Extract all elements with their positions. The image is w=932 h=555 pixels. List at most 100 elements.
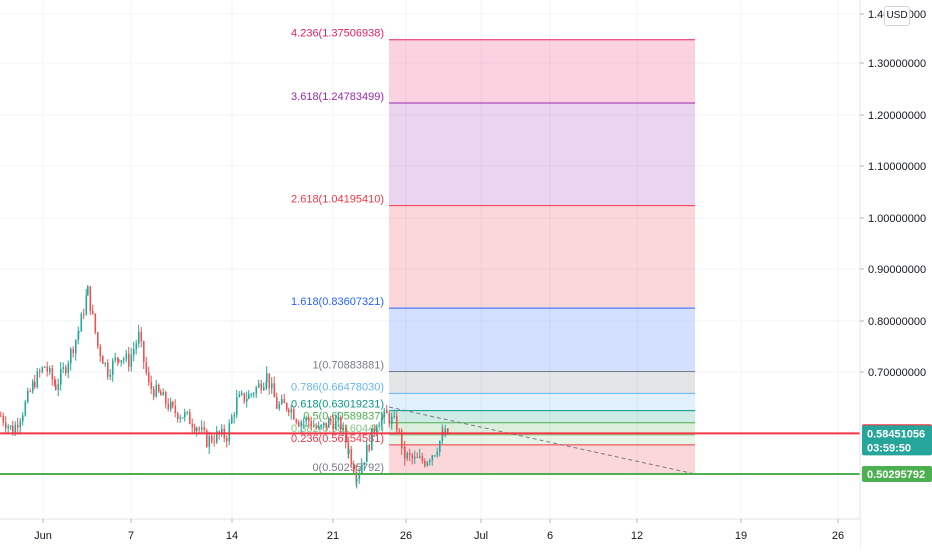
- candle-body: [148, 372, 150, 383]
- candle-body: [308, 418, 310, 422]
- x-tick-label: 21: [327, 530, 339, 542]
- candle-body: [431, 455, 434, 461]
- x-tick-label: 14: [226, 530, 238, 542]
- candle-body: [208, 436, 211, 447]
- candle-body: [80, 314, 83, 332]
- candle-body: [203, 427, 206, 431]
- candle-body: [14, 424, 17, 435]
- candle-body: [378, 425, 381, 427]
- candle-body: [216, 431, 218, 442]
- candle-body: [125, 353, 128, 360]
- trend-line: [388, 406, 696, 475]
- candle-body: [350, 449, 353, 465]
- fib-zone: [389, 205, 695, 309]
- candle-body: [112, 360, 114, 375]
- candle-body: [67, 363, 70, 374]
- candle-body: [118, 359, 120, 363]
- currency-badge[interactable]: USD: [884, 6, 910, 26]
- candle-body: [34, 381, 36, 388]
- candle-body: [221, 428, 223, 435]
- candle-body: [424, 460, 426, 466]
- candle-body: [39, 371, 41, 373]
- fib-level-label: 0.786(0.66478030): [291, 381, 384, 393]
- price-axis[interactable]: [860, 0, 932, 550]
- candle-body: [138, 331, 140, 344]
- candle-body: [278, 403, 281, 409]
- candle-body: [60, 368, 62, 385]
- candle-body: [75, 339, 77, 354]
- candle-body: [160, 391, 162, 396]
- candle-body: [104, 362, 107, 364]
- candle-body: [419, 456, 421, 458]
- candle-body: [236, 396, 238, 415]
- fib-zone: [389, 410, 695, 423]
- candle-body: [57, 384, 60, 390]
- candle-body: [386, 410, 388, 414]
- candle-body: [345, 427, 347, 443]
- candle-body: [130, 354, 133, 367]
- candle-body: [94, 313, 97, 333]
- candle-body: [62, 367, 65, 369]
- candle-body: [120, 360, 123, 363]
- fib-level-label: 3.618(1.24783499): [291, 91, 384, 103]
- fib-level-label: 1.618(0.83607321): [291, 296, 384, 308]
- candle-body: [318, 426, 320, 429]
- candle-body: [54, 379, 56, 385]
- candle-body: [383, 410, 386, 418]
- candle-body: [404, 446, 406, 459]
- candle-body: [444, 428, 447, 436]
- candle-body: [10, 425, 12, 427]
- time-axis[interactable]: [0, 519, 860, 550]
- candle-body: [241, 392, 243, 395]
- candle-body: [337, 417, 340, 421]
- candle-body: [172, 402, 174, 406]
- price-tag-label: 0.58451056: [867, 428, 925, 440]
- candle-body: [263, 387, 265, 391]
- candle-body: [7, 426, 10, 429]
- candle-body: [276, 397, 278, 409]
- candle-body: [2, 415, 5, 423]
- candle-body: [246, 398, 248, 402]
- candle-body: [70, 348, 72, 364]
- candle-body: [174, 405, 177, 414]
- candle-body: [162, 392, 165, 396]
- candle-body: [140, 331, 143, 342]
- candle-body: [238, 394, 241, 397]
- candle-body: [388, 413, 391, 424]
- candle-body: [24, 401, 27, 416]
- candle-body: [41, 367, 44, 372]
- candle-body: [145, 361, 148, 373]
- candle-body: [49, 368, 51, 372]
- candle-body: [376, 426, 378, 433]
- fib-zone: [389, 308, 695, 372]
- candle-body: [391, 416, 393, 424]
- fib-zone: [389, 434, 695, 445]
- candle-body: [22, 415, 24, 422]
- price-tag[interactable]: [862, 425, 932, 456]
- candle-body: [401, 430, 403, 449]
- candle-body: [283, 399, 286, 404]
- candle-body: [310, 421, 313, 427]
- y-tick-label: 0.90000000: [868, 264, 926, 276]
- candle-body: [51, 368, 54, 380]
- candle-body: [426, 461, 429, 466]
- candle-body: [196, 427, 198, 432]
- fib-level-label: 0(0.50295792): [312, 462, 384, 474]
- candle-body: [170, 402, 172, 410]
- candle-body: [260, 383, 263, 391]
- candle-body: [335, 420, 337, 430]
- candle-body: [83, 314, 85, 316]
- candle-body: [97, 332, 99, 347]
- candle-body: [325, 422, 328, 428]
- candle-body: [288, 409, 290, 413]
- fib-zone: [389, 371, 695, 394]
- candle-body: [27, 391, 29, 402]
- candle-body: [243, 392, 246, 402]
- candle-body: [328, 418, 330, 428]
- candle-body: [5, 422, 7, 429]
- price-tag[interactable]: [862, 466, 932, 482]
- candle-body: [99, 346, 102, 357]
- candle-body: [0, 415, 2, 417]
